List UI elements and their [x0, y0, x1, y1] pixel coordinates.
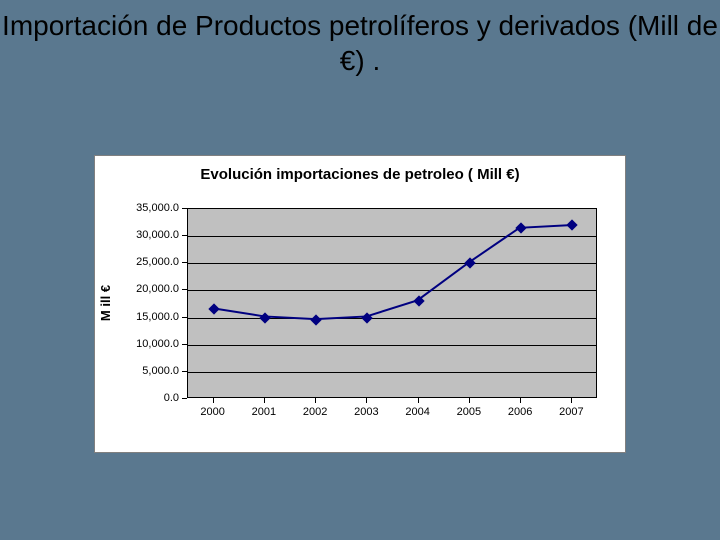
x-tick-label: 2001: [252, 406, 276, 418]
x-tick-label: 2006: [508, 406, 532, 418]
x-tick-label: 2000: [200, 406, 224, 418]
x-axis-labels: 2000 2001 2002 2003 2004 2005 2006 2007: [95, 156, 625, 452]
x-tick-label: 2002: [303, 406, 327, 418]
x-tick-label: 2005: [457, 406, 481, 418]
page-title: Importación de Productos petrolíferos y …: [0, 8, 720, 78]
x-tick-label: 2003: [354, 406, 378, 418]
chart-card: Evolución importaciones de petroleo ( Mi…: [94, 155, 626, 453]
x-tick-label: 2007: [559, 406, 583, 418]
x-tick-label: 2004: [405, 406, 429, 418]
